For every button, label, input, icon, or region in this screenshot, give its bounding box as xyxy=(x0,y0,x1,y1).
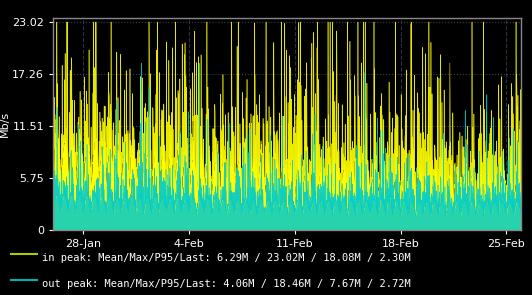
Text: in peak: Mean/Max/P95/Last: 6.29M / 23.02M / 18.08M / 2.30M: in peak: Mean/Max/P95/Last: 6.29M / 23.0… xyxy=(42,253,411,263)
Text: out peak: Mean/Max/P95/Last: 4.06M / 18.46M / 7.67M / 2.72M: out peak: Mean/Max/P95/Last: 4.06M / 18.… xyxy=(42,279,411,289)
Y-axis label: Mb/s: Mb/s xyxy=(0,111,10,137)
